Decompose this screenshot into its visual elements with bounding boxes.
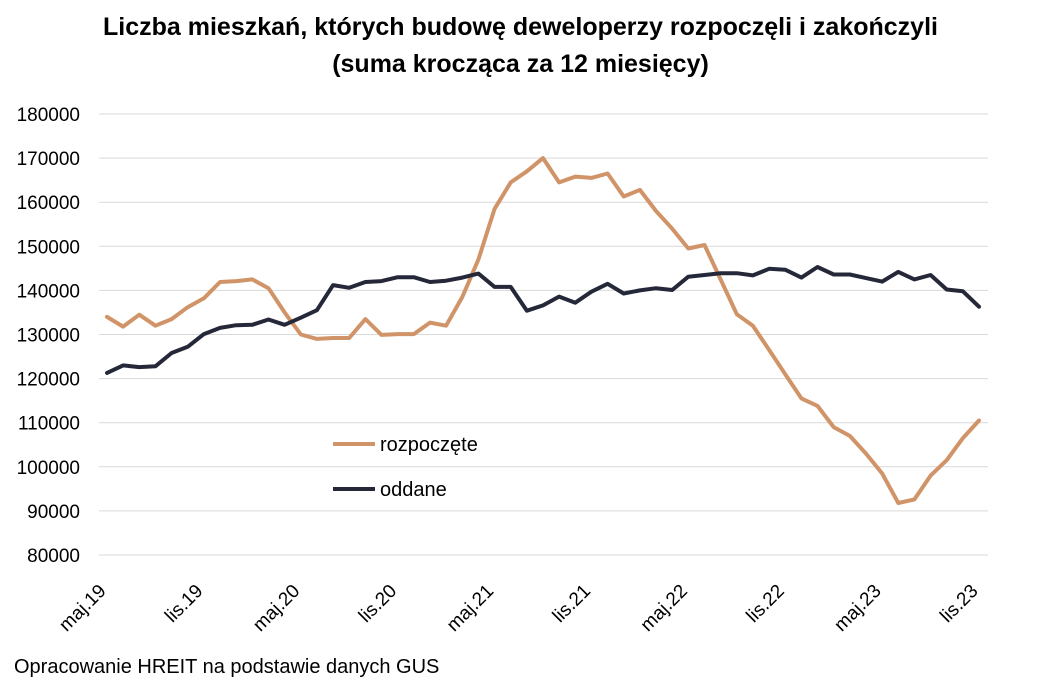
x-tick-label: lis.23 [936,581,982,627]
y-tick-label: 130000 [17,326,80,347]
y-tick-label: 170000 [17,149,80,170]
chart-title-line-2: (suma krocząca za 12 miesięcy) [332,50,709,78]
x-tick-label: maj.23 [830,581,885,636]
x-tick-label: maj.21 [443,581,498,636]
y-tick-label: 180000 [17,105,80,126]
gridlines [99,113,988,556]
series-lines [105,156,981,505]
legend-label: rozpoczęte [380,434,478,456]
y-tick-label: 140000 [17,281,80,302]
source-note: Opracowanie HREIT na podstawie danych GU… [14,656,440,678]
legend-label: oddane [380,479,447,501]
x-tick-label: maj.20 [249,581,304,636]
chart-title-line-1: Liczba mieszkań, których budowę dewelope… [103,13,938,41]
series-line-oddane [105,265,981,375]
x-tick-label: lis.19 [161,581,207,627]
x-tick-label: maj.19 [55,581,110,636]
y-tick-label: 90000 [27,502,80,523]
y-tick-label: 80000 [27,546,80,567]
y-tick-label: 120000 [17,370,80,391]
legend: rozpoczęte oddane [333,434,478,501]
x-tick-label: maj.22 [637,581,692,636]
series-line-rozpoczete [105,156,981,505]
y-tick-label: 100000 [17,458,80,479]
x-axis-tick-labels: maj.19 lis.19 maj.20 lis.20 maj.21 lis.21 maj.… [55,581,982,636]
x-tick-label: lis.22 [743,581,789,627]
y-tick-label: 160000 [17,193,80,214]
x-tick-label: lis.21 [549,581,595,627]
y-tick-label: 110000 [18,414,80,435]
x-tick-label: lis.20 [355,581,401,627]
y-tick-label: 150000 [17,237,80,258]
y-axis-tick-labels: 80000 90000 100000 110000 120000 130000 140000… [17,105,80,567]
